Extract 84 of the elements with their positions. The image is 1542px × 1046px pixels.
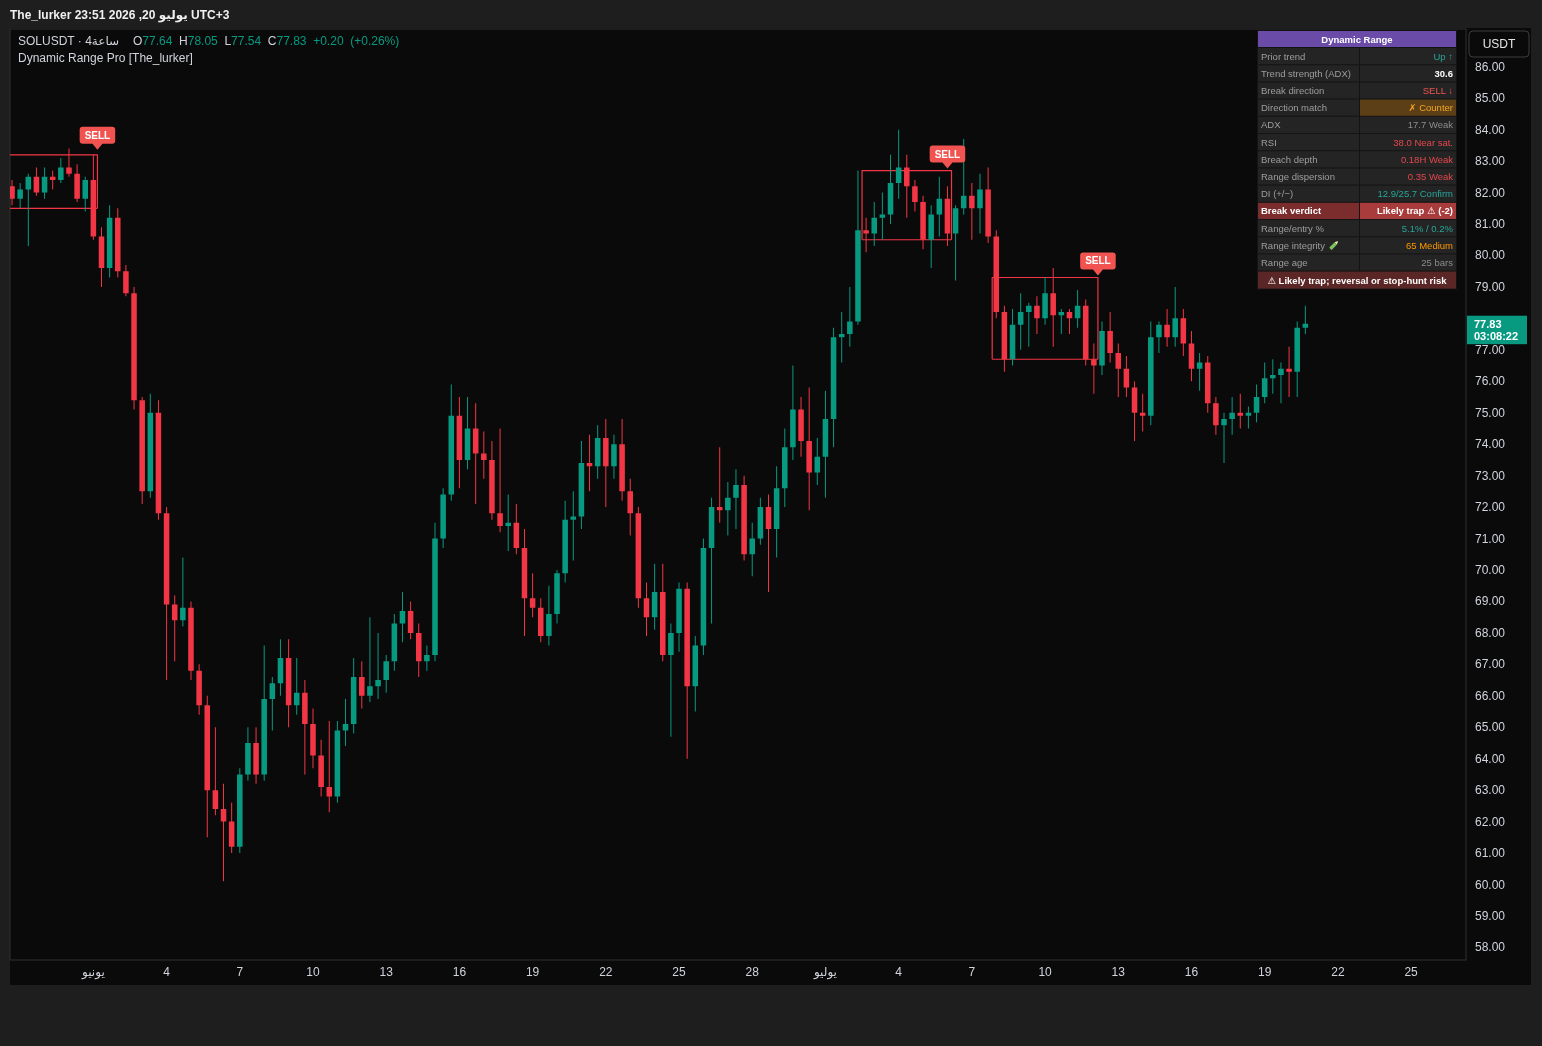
y-tick-label: 71.00 (1475, 531, 1506, 546)
annotation: SELL (934, 148, 961, 160)
annotation: ✗ Counter (1408, 102, 1453, 114)
x-tick-label: يوليو (812, 965, 837, 980)
annotation: Range dispersion (1261, 171, 1335, 182)
annotation: Range age (1261, 257, 1308, 268)
y-tick-label: 64.00 (1475, 751, 1506, 766)
x-tick-label: 7 (236, 965, 244, 979)
x-tick-label: 4 (163, 965, 171, 979)
x-tick-label: 4 (895, 965, 903, 979)
x-tick-label: 25 (1404, 965, 1419, 979)
annotation: 65 Medium (1406, 239, 1454, 251)
annotation: ⚠ Likely trap; reversal or stop-hunt risk (1267, 274, 1448, 286)
x-tick-label: 10 (306, 965, 320, 979)
annotation: 25 bars (1421, 257, 1454, 268)
text: O77.64 H78.05 L77.54 C77.83 +0.20 (+0.26%) (133, 34, 400, 48)
y-tick-label: 76.00 (1475, 374, 1506, 389)
annotation: ADX (1261, 119, 1282, 131)
x-tick-label: 22 (599, 965, 613, 979)
annotation: SELL ↓ (1422, 85, 1453, 96)
annotation: 38.0 Near sat. (1393, 136, 1453, 148)
y-tick-label: 61.00 (1475, 846, 1506, 861)
x-tick-label: 22 (1331, 965, 1345, 979)
x-tick-label: 16 (452, 965, 467, 979)
annotation: 0.35 Weak (1407, 171, 1454, 182)
y-tick-label: 82.00 (1475, 185, 1506, 200)
annotation: SELL (1085, 255, 1111, 267)
annotation: RSI (1261, 136, 1277, 148)
y-tick-label: 79.00 (1475, 279, 1506, 294)
x-tick-label: 19 (1258, 965, 1272, 979)
annotation: SELL (84, 129, 111, 141)
y-tick-label: 67.00 (1475, 657, 1506, 672)
y-tick-label: 70.00 (1475, 562, 1506, 577)
y-tick-label: 73.00 (1475, 468, 1506, 483)
annotation: Breach depth (1261, 153, 1318, 165)
x-tick-label: 28 (745, 965, 760, 979)
x-tick-label: 13 (1111, 965, 1126, 979)
y-tick-label: 85.00 (1475, 91, 1506, 106)
annotation: Trend strength (ADX) (1261, 67, 1351, 79)
x-tick-label: 10 (1038, 965, 1053, 979)
x-tick-label: 7 (968, 965, 976, 979)
chart-title: SOLUSDT · 4ساعة (18, 34, 120, 48)
y-tick-label: 69.00 (1475, 594, 1506, 609)
annotation: 12.9/25.7 Confirm (1377, 188, 1454, 200)
y-tick-label: 68.00 (1475, 625, 1506, 640)
annotation: 17.7 Weak (1407, 119, 1454, 131)
text: The_lurker 23:51 2026 ,20 يوليو UTC+3 (10, 8, 230, 23)
x-tick-label: 19 (525, 965, 540, 979)
annotation: Break verdict (1261, 205, 1323, 217)
text: Dynamic Range Pro [The_lurker] (18, 51, 193, 65)
y-tick-label: 81.00 (1475, 217, 1506, 232)
annotation: Up ↑ (1433, 50, 1453, 62)
annotation: DI (+/−) (1261, 188, 1294, 200)
y-tick-label: 63.00 (1475, 783, 1506, 798)
y-axis-title: USDT (1482, 37, 1516, 51)
x-tick-label: 16 (1184, 965, 1199, 979)
x-tick-label: 13 (379, 965, 394, 979)
y-tick-label: 86.00 (1475, 59, 1506, 74)
y-tick-label: 74.00 (1475, 437, 1506, 452)
annotation: Range/entry % (1261, 222, 1325, 234)
y-tick-label: 58.00 (1475, 940, 1506, 955)
y-tick-label: 83.00 (1475, 154, 1506, 169)
text: 77.83 03:08:22 (1474, 317, 1519, 343)
y-tick-label: 60.00 (1475, 877, 1506, 892)
y-tick-label: 72.00 (1475, 500, 1506, 515)
y-tick-label: 66.00 (1475, 688, 1506, 703)
y-tick-label: 77.00 (1475, 342, 1506, 357)
y-tick-label: 62.00 (1475, 814, 1506, 829)
annotation: Likely trap ⚠ (-2) (1376, 205, 1453, 217)
annotation: Range integrity (1261, 239, 1326, 251)
y-tick-label: 65.00 (1475, 720, 1506, 735)
annotation: Prior trend (1261, 50, 1306, 62)
annotation: Direction match (1261, 102, 1327, 114)
text: Dynamic Range (1321, 33, 1393, 45)
annotation: 0.18H Weak (1400, 153, 1454, 165)
x-tick-label: يونيو (81, 965, 105, 980)
x-tick-label: 25 (672, 965, 687, 979)
y-tick-label: 59.00 (1475, 908, 1506, 923)
annotation: 30.6 (1434, 67, 1453, 79)
y-tick-label: 84.00 (1475, 122, 1506, 137)
annotation: Break direction (1261, 85, 1325, 96)
annotation: 5.1% / 0.2% (1401, 222, 1454, 234)
y-tick-label: 75.00 (1475, 405, 1506, 420)
y-tick-label: 80.00 (1475, 248, 1506, 263)
